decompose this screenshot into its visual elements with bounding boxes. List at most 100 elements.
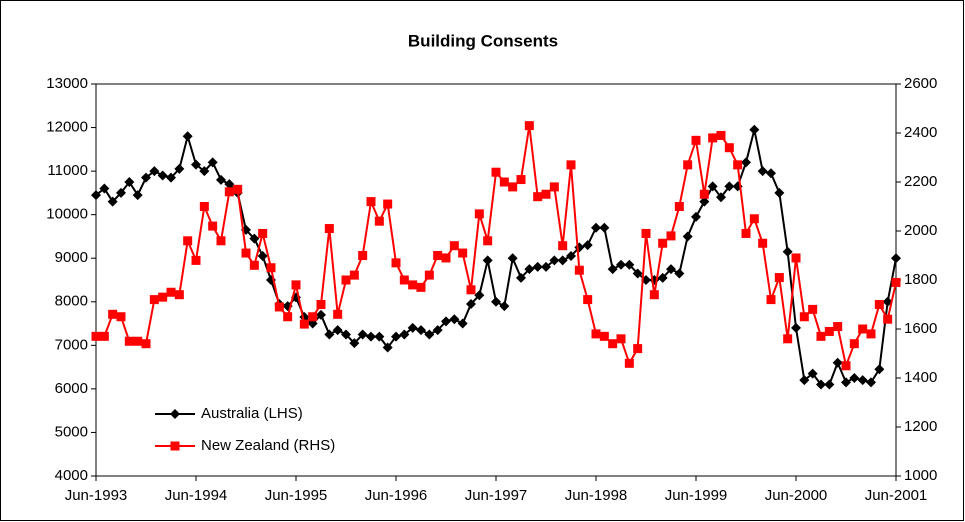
point <box>157 170 168 181</box>
point <box>433 251 443 260</box>
point <box>91 190 101 201</box>
point <box>333 309 343 319</box>
point <box>182 131 193 142</box>
x-tick-label: Jun-1994 <box>165 487 228 504</box>
point <box>866 377 876 388</box>
point <box>424 270 434 280</box>
x-tick-label: Jun-1999 <box>665 487 728 504</box>
point <box>649 290 659 300</box>
y2-tick-label: 1000 <box>904 467 937 484</box>
point <box>207 157 218 168</box>
point <box>91 331 101 341</box>
point <box>249 260 259 270</box>
point <box>758 238 768 248</box>
y-tick-label: 7000 <box>55 336 88 353</box>
point <box>832 357 843 368</box>
y2-tick-label: 2600 <box>904 75 937 92</box>
point <box>532 261 543 272</box>
point <box>374 331 385 342</box>
x-tick-label: Jun-1996 <box>365 487 428 504</box>
point <box>541 189 551 199</box>
point <box>341 275 351 285</box>
x-tick-label: Jun-2001 <box>865 487 928 504</box>
point <box>441 316 451 327</box>
point <box>441 253 451 263</box>
y2-tick-label: 1600 <box>904 320 937 337</box>
legend-marker <box>170 409 180 419</box>
point <box>799 375 810 386</box>
point <box>674 268 685 279</box>
y-tick-label: 4000 <box>55 467 88 484</box>
point <box>574 265 584 275</box>
point <box>474 290 485 301</box>
point <box>582 240 593 251</box>
point <box>607 264 618 275</box>
point <box>458 248 468 258</box>
y-tick-label: 11000 <box>47 162 88 179</box>
point <box>749 124 760 135</box>
point <box>757 166 768 177</box>
point <box>408 280 418 290</box>
y-tick-label: 12000 <box>46 119 88 136</box>
point <box>166 287 176 297</box>
point <box>599 331 609 341</box>
point <box>249 233 260 244</box>
point <box>799 312 809 322</box>
y-tick-label: 5000 <box>55 423 88 440</box>
point <box>558 241 568 251</box>
point <box>291 280 301 290</box>
point <box>807 368 818 379</box>
point <box>416 325 426 336</box>
point <box>357 329 368 340</box>
point <box>599 222 610 233</box>
point <box>99 183 110 194</box>
point <box>824 379 835 390</box>
point <box>516 272 526 283</box>
legend-label: Australia (LHS) <box>201 405 303 422</box>
point <box>849 339 859 349</box>
point <box>107 196 118 207</box>
point <box>716 192 726 203</box>
point <box>874 300 884 309</box>
point <box>658 238 668 248</box>
y-tick-label: 9000 <box>55 249 88 266</box>
point <box>191 159 201 170</box>
point <box>682 231 693 242</box>
point <box>524 121 534 131</box>
point <box>224 179 235 190</box>
point <box>633 344 643 354</box>
chart-title: Building Consents <box>408 31 558 50</box>
point <box>208 221 218 231</box>
point <box>891 277 901 287</box>
point <box>624 358 634 368</box>
point <box>666 264 676 275</box>
point <box>449 314 460 325</box>
point <box>566 160 576 170</box>
point <box>466 285 476 295</box>
legend-marker <box>170 441 180 451</box>
point <box>782 246 793 257</box>
point <box>449 241 459 251</box>
point <box>616 334 626 344</box>
point <box>549 255 560 266</box>
point <box>749 214 759 224</box>
point <box>391 258 401 268</box>
point <box>166 172 176 183</box>
point <box>116 312 126 322</box>
point <box>791 322 801 333</box>
point <box>416 282 426 292</box>
point <box>841 377 851 388</box>
point <box>516 175 526 185</box>
point <box>216 174 226 185</box>
point <box>399 329 410 340</box>
y2-tick-label: 2000 <box>904 222 937 239</box>
point <box>491 296 501 307</box>
point <box>474 209 484 219</box>
point <box>891 253 901 264</box>
point <box>624 259 635 270</box>
point <box>374 216 384 226</box>
point <box>124 336 134 346</box>
point <box>432 325 443 336</box>
point <box>708 133 718 143</box>
point <box>133 336 143 346</box>
